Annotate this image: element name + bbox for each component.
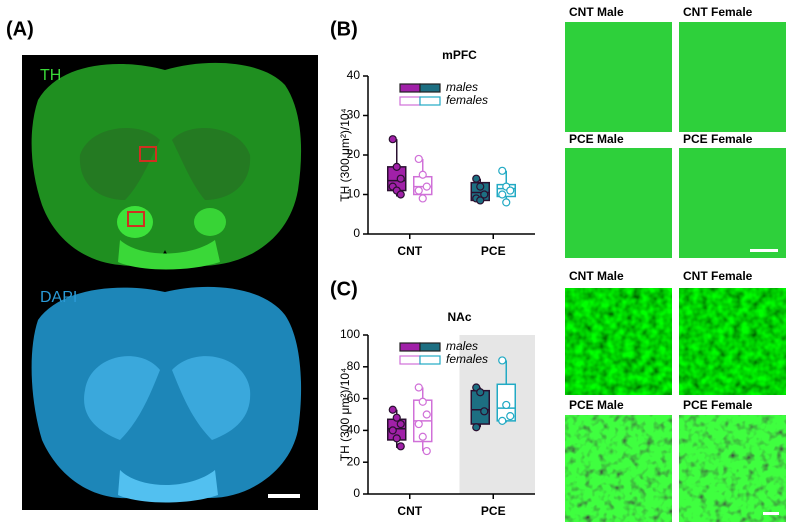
legend-swatch bbox=[399, 83, 421, 93]
panel-label: (C) bbox=[330, 278, 358, 300]
data-point bbox=[414, 154, 423, 164]
legend-swatch bbox=[419, 83, 441, 93]
data-point bbox=[472, 174, 481, 183]
legend-label: females bbox=[446, 352, 488, 366]
data-point bbox=[418, 194, 427, 203]
dapi-section bbox=[31, 286, 302, 503]
micrograph-signal bbox=[679, 148, 786, 258]
micrograph-label: PCE Female bbox=[683, 132, 753, 146]
stain-label: DAPI bbox=[40, 289, 77, 306]
micrograph-label: CNT Female bbox=[683, 5, 753, 19]
data-point bbox=[506, 186, 515, 195]
legend-swatch bbox=[419, 342, 441, 352]
micrograph-label: PCE Male bbox=[569, 132, 624, 146]
data-point bbox=[476, 196, 485, 205]
micrograph-label: PCE Male bbox=[569, 398, 624, 412]
stain-label: TH bbox=[40, 67, 61, 84]
data-point bbox=[414, 419, 423, 429]
data-point bbox=[396, 190, 405, 199]
data-point bbox=[396, 419, 405, 429]
micrograph-signal bbox=[679, 415, 786, 522]
micrograph-label: PCE Female bbox=[683, 398, 753, 412]
data-point bbox=[414, 186, 423, 195]
data-point bbox=[472, 423, 481, 432]
data-point bbox=[502, 400, 511, 410]
x-tick-label: PCE bbox=[481, 504, 506, 518]
micrograph-label: CNT Male bbox=[569, 5, 624, 19]
data-point bbox=[396, 442, 405, 451]
y-tick-label: 80 bbox=[347, 359, 361, 373]
x-tick-label: CNT bbox=[397, 244, 422, 258]
micrograph-signal bbox=[565, 415, 672, 522]
x-tick-label: PCE bbox=[481, 244, 506, 258]
data-point bbox=[418, 432, 427, 441]
data-point bbox=[498, 166, 507, 175]
y-tick-label: 20 bbox=[347, 454, 361, 468]
data-point bbox=[392, 434, 401, 443]
data-point bbox=[502, 198, 511, 207]
data-point bbox=[392, 413, 401, 422]
y-axis-label: TH (300 μm²)/10⁴ bbox=[338, 108, 352, 201]
data-point bbox=[414, 383, 423, 392]
th-section bbox=[31, 62, 302, 270]
data-point bbox=[480, 190, 489, 199]
chart-title: NAc bbox=[447, 310, 471, 324]
legend-swatch bbox=[399, 355, 421, 365]
scale-bar bbox=[763, 512, 779, 515]
legend-swatch bbox=[419, 96, 441, 106]
micrograph-signal bbox=[565, 22, 672, 132]
x-tick-label: CNT bbox=[397, 504, 422, 518]
y-tick-label: 10 bbox=[347, 187, 361, 201]
data-point bbox=[388, 426, 397, 435]
scale-bar bbox=[268, 494, 300, 498]
y-tick-label: 60 bbox=[347, 391, 361, 405]
micrograph-signal bbox=[679, 288, 786, 395]
micrograph-signal bbox=[679, 22, 786, 132]
data-point bbox=[498, 190, 507, 199]
legend-label: females bbox=[446, 93, 488, 107]
legend-swatch bbox=[399, 342, 421, 352]
micrograph-signal bbox=[565, 288, 672, 395]
data-point bbox=[476, 388, 485, 397]
micrograph-signal bbox=[565, 148, 672, 258]
data-point bbox=[498, 356, 507, 365]
y-tick-label: 30 bbox=[347, 108, 361, 122]
data-point bbox=[498, 416, 507, 425]
data-point bbox=[392, 162, 401, 171]
data-point bbox=[422, 446, 431, 456]
y-tick-label: 40 bbox=[347, 423, 361, 437]
legend-label: males bbox=[446, 339, 478, 353]
legend-swatch bbox=[399, 96, 421, 106]
y-tick-label: 40 bbox=[347, 68, 361, 82]
micrograph-label: CNT Female bbox=[683, 269, 753, 283]
panel-label: (B) bbox=[330, 18, 358, 40]
data-point bbox=[418, 170, 427, 179]
y-tick-label: 0 bbox=[353, 486, 360, 500]
legend-label: males bbox=[446, 80, 478, 94]
data-point bbox=[422, 410, 431, 419]
panel-label: (A) bbox=[6, 18, 34, 40]
chart-title: mPFC bbox=[442, 48, 477, 62]
legend-swatch bbox=[419, 355, 441, 365]
data-point bbox=[506, 411, 515, 421]
y-tick-label: 100 bbox=[340, 327, 360, 341]
data-point bbox=[476, 182, 485, 191]
data-point bbox=[396, 174, 405, 183]
data-point bbox=[388, 135, 397, 144]
data-point bbox=[388, 405, 397, 414]
y-tick-label: 0 bbox=[353, 226, 360, 240]
y-axis-label: TH (300 μm²)/10⁴ bbox=[338, 368, 352, 461]
data-point bbox=[422, 182, 431, 191]
scale-bar bbox=[750, 249, 778, 252]
micrograph-label: CNT Male bbox=[569, 269, 624, 283]
micrographs: CNT Male CNT Female PCE Male PCE Female CNT … bbox=[565, 5, 786, 522]
y-tick-label: 20 bbox=[347, 147, 361, 161]
data-point bbox=[418, 397, 427, 406]
data-point bbox=[480, 407, 489, 416]
